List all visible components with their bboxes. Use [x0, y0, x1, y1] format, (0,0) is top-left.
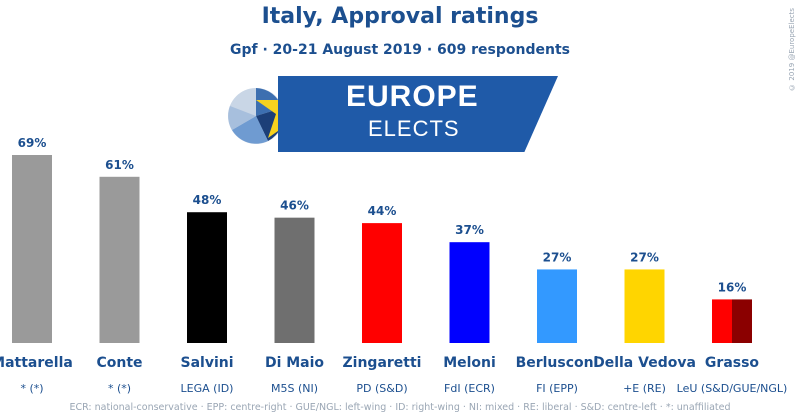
- europe-elects-logo: EUROPE ELECTS: [218, 72, 558, 154]
- value-label: 27%: [543, 250, 572, 264]
- party-label: * (*): [20, 382, 43, 395]
- category-label: Zingaretti: [343, 355, 422, 371]
- party-label: +E (RE): [623, 382, 666, 395]
- category-label: Salvini: [180, 355, 233, 371]
- chart-title: Italy, Approval ratings: [261, 4, 539, 29]
- party-label: * (*): [108, 382, 131, 395]
- bar-mattarella: [12, 155, 52, 343]
- value-label: 48%: [193, 193, 222, 207]
- value-label: 16%: [718, 280, 747, 294]
- bar-zingaretti: [362, 223, 402, 343]
- party-label: M5S (NI): [271, 382, 318, 395]
- value-label: 61%: [105, 158, 134, 172]
- logo-word-elects: ELECTS: [368, 116, 460, 141]
- party-label: LeU (S&D/GUE/NGL): [677, 382, 788, 395]
- category-label: Meloni: [443, 355, 496, 371]
- bar-della-vedova: [624, 269, 665, 343]
- party-label: FdI (ECR): [444, 382, 495, 395]
- logo-band: [278, 76, 558, 152]
- bar-conte: [99, 176, 140, 343]
- category-label: Conte: [96, 355, 142, 371]
- party-label: FI (EPP): [536, 382, 578, 395]
- category-label: Grasso: [705, 355, 760, 371]
- bar-berlusconi: [537, 269, 577, 343]
- value-label: 27%: [630, 250, 659, 264]
- bar-grasso-part-1: [712, 299, 732, 343]
- bar-grasso-part-2: [732, 299, 752, 343]
- value-label: 44%: [368, 204, 397, 218]
- value-label: 69%: [18, 136, 47, 150]
- value-label: 37%: [455, 223, 484, 237]
- party-footnote: ECR: national-conservative · EPP: centre…: [69, 402, 731, 413]
- category-label: Mattarella: [0, 355, 73, 371]
- chart-subtitle: Gpf · 20-21 August 2019 · 609 respondent…: [230, 42, 570, 58]
- category-label: Di Maio: [265, 355, 324, 371]
- party-label: PD (S&D): [356, 382, 407, 395]
- bar-meloni: [449, 242, 490, 343]
- category-label: Della Vedova: [593, 355, 696, 371]
- bar-di-maio: [274, 217, 315, 343]
- bar-salvini: [187, 212, 227, 343]
- logo-word-europe: EUROPE: [346, 80, 479, 113]
- value-label: 46%: [280, 199, 309, 213]
- category-label: Berlusconi: [516, 355, 599, 371]
- party-label: LEGA (ID): [181, 382, 234, 395]
